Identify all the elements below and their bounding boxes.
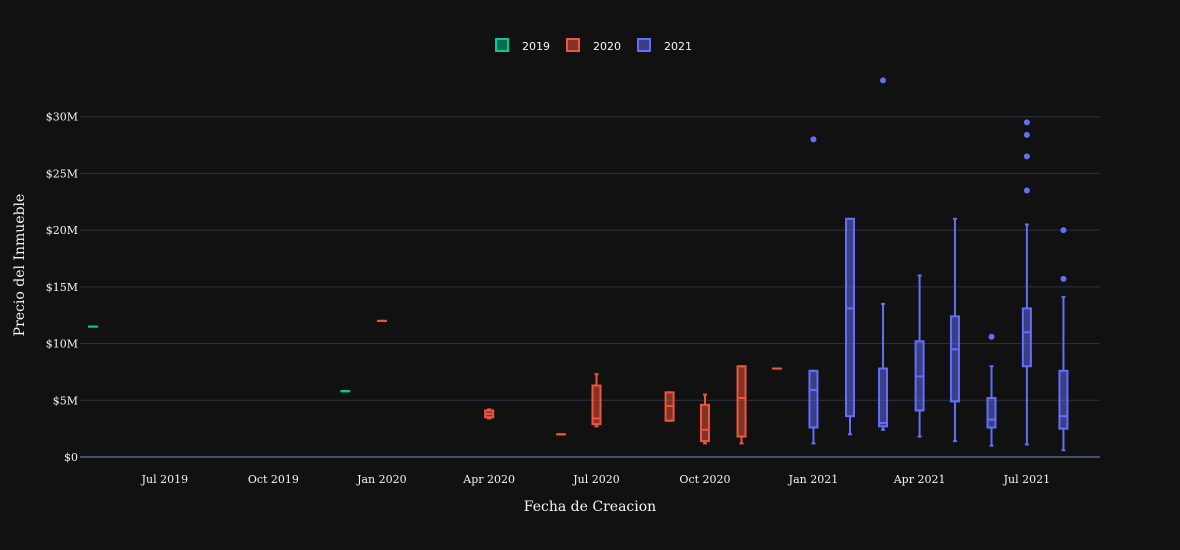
box-2021-2021-05-01[interactable] [949, 217, 960, 443]
y-tick-label: $30M [46, 111, 78, 124]
legend-swatch [495, 38, 509, 52]
x-tick-label: Jul 2021 [1003, 473, 1051, 486]
outlier-point[interactable] [1023, 187, 1030, 194]
outlier-point[interactable] [988, 333, 995, 340]
box-2021-2021-01-01[interactable] [808, 136, 819, 445]
box-iqr [736, 365, 747, 438]
x-tick-label: Apr 2021 [893, 473, 946, 486]
legend-item-2020[interactable]: 2020 [566, 38, 621, 53]
y-tick-label: $0 [64, 451, 78, 464]
y-axis-title: Precio del Inmueble [12, 194, 28, 337]
x-axis-ticks: Jul 2019 Oct 2019 Jan 2020 Apr 2020 Jul 2020… [141, 473, 1051, 486]
y-tick-label: $10M [46, 338, 78, 351]
box-iqr [808, 369, 819, 429]
outlier-point[interactable] [810, 136, 817, 143]
box-2020-2020-07-01[interactable] [591, 373, 602, 428]
box-iqr [949, 315, 960, 403]
box-iqr [699, 403, 710, 443]
series-2019 [87, 325, 351, 393]
outlier-point[interactable] [1023, 119, 1030, 126]
box-series [87, 77, 1069, 452]
box-2020-2020-04-01[interactable] [484, 408, 495, 420]
box-2020-2020-09-01[interactable] [664, 391, 675, 422]
outlier-point[interactable] [1060, 227, 1067, 234]
box-2021-2021-02-01[interactable] [845, 217, 856, 436]
legend-swatch [566, 38, 580, 52]
box-2021-2021-04-01[interactable] [914, 274, 925, 438]
box-iqr [1058, 369, 1069, 430]
grid-lines [80, 116, 1100, 401]
legend-item-2019[interactable]: 2019 [495, 38, 550, 53]
x-tick-label: Oct 2019 [248, 473, 299, 486]
legend[interactable]: 2019 2020 2021 [495, 38, 692, 53]
x-tick-label: Apr 2020 [462, 473, 515, 486]
box-2020-2020-11-01[interactable] [736, 365, 747, 445]
outlier-point[interactable] [1023, 153, 1030, 160]
box-2021-2021-07-01[interactable] [1021, 119, 1032, 446]
x-tick-label: Jan 2021 [788, 473, 839, 486]
y-tick-label: $15M [46, 281, 78, 294]
box-iqr [591, 384, 602, 426]
legend-label: 2019 [522, 40, 550, 53]
y-tick-label: $20M [46, 224, 78, 237]
series-2021 [808, 77, 1069, 452]
box-iqr [878, 367, 889, 428]
outlier-point[interactable] [880, 77, 887, 84]
y-tick-label: $25M [46, 167, 78, 180]
box-2021-2021-08-01[interactable] [1058, 227, 1069, 452]
legend-swatch [637, 38, 651, 52]
box-2021-2021-06-01[interactable] [986, 333, 997, 447]
box-iqr [986, 397, 997, 429]
box-iqr [1021, 307, 1032, 368]
box-2020-2020-10-01[interactable] [699, 393, 710, 445]
x-tick-label: Jul 2020 [572, 473, 620, 486]
y-tick-label: $5M [53, 394, 78, 407]
x-axis-title: Fecha de Creacion [524, 499, 656, 515]
x-tick-label: Oct 2020 [679, 473, 730, 486]
outlier-point[interactable] [1060, 275, 1067, 282]
box-2021-2021-03-01[interactable] [878, 77, 889, 431]
box-iqr [845, 217, 856, 418]
x-tick-label: Jan 2020 [356, 473, 407, 486]
y-axis-ticks: $0 $5M $10M $15M $20M $25M $30M [46, 111, 78, 464]
x-tick-label: Jul 2019 [141, 473, 189, 486]
legend-label: 2020 [593, 40, 621, 53]
legend-item-2021[interactable]: 2021 [637, 38, 692, 53]
legend-label: 2021 [664, 40, 692, 53]
outlier-point[interactable] [1023, 131, 1030, 138]
series-2020 [376, 319, 782, 445]
